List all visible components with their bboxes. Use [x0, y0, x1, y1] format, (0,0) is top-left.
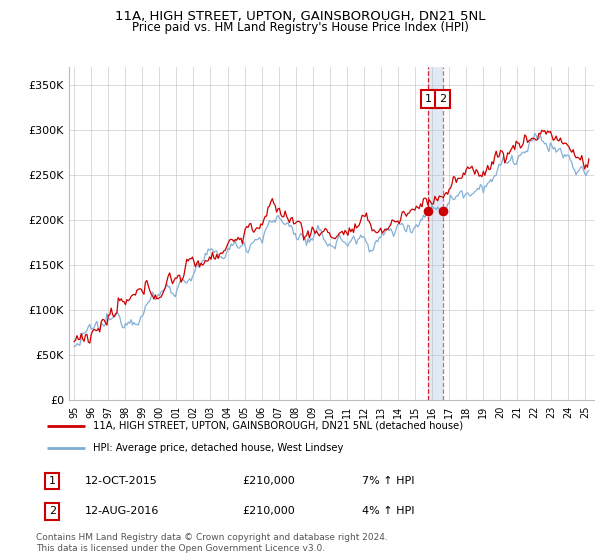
Text: 12-OCT-2015: 12-OCT-2015 — [85, 476, 158, 486]
Text: 12-AUG-2016: 12-AUG-2016 — [85, 506, 159, 516]
Text: £210,000: £210,000 — [242, 506, 295, 516]
Text: 2: 2 — [49, 506, 56, 516]
Text: Contains HM Land Registry data © Crown copyright and database right 2024.
This d: Contains HM Land Registry data © Crown c… — [36, 533, 388, 553]
Text: 11A, HIGH STREET, UPTON, GAINSBOROUGH, DN21 5NL: 11A, HIGH STREET, UPTON, GAINSBOROUGH, D… — [115, 10, 485, 23]
Bar — [428, 67, 443, 400]
Text: 1: 1 — [49, 476, 56, 486]
Text: 7% ↑ HPI: 7% ↑ HPI — [362, 476, 415, 486]
Text: HPI: Average price, detached house, West Lindsey: HPI: Average price, detached house, West… — [93, 443, 343, 453]
Text: 2: 2 — [439, 94, 446, 104]
Text: Price paid vs. HM Land Registry's House Price Index (HPI): Price paid vs. HM Land Registry's House … — [131, 21, 469, 34]
Text: 4% ↑ HPI: 4% ↑ HPI — [362, 506, 415, 516]
Text: 1: 1 — [425, 94, 432, 104]
Text: 11A, HIGH STREET, UPTON, GAINSBOROUGH, DN21 5NL (detached house): 11A, HIGH STREET, UPTON, GAINSBOROUGH, D… — [93, 421, 463, 431]
Text: £210,000: £210,000 — [242, 476, 295, 486]
